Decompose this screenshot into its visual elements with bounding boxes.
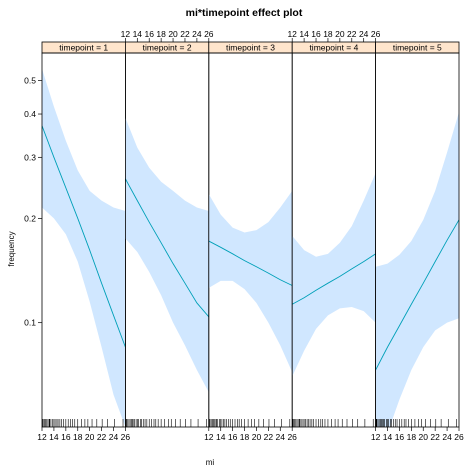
x-tick-label-top: 20 bbox=[335, 29, 345, 39]
x-tick-label-top: 14 bbox=[133, 29, 143, 39]
x-tick-label-bottom: 14 bbox=[216, 432, 226, 442]
x-tick-label-bottom: 12 bbox=[204, 432, 214, 442]
panel-5: timepoint = 5 bbox=[375, 41, 460, 428]
x-tick-label-top: 18 bbox=[156, 29, 166, 39]
x-tick-label-top: 26 bbox=[371, 29, 381, 39]
strip-label: timepoint = 4 bbox=[309, 43, 358, 53]
x-tick-label-bottom: 14 bbox=[49, 432, 59, 442]
x-tick-label-bottom: 20 bbox=[252, 432, 262, 442]
panel-2: timepoint = 2 bbox=[125, 41, 210, 428]
x-tick-label-top: 12 bbox=[287, 29, 297, 39]
fit-line bbox=[208, 240, 293, 286]
confidence-band bbox=[42, 68, 126, 427]
x-tick-label-bottom: 20 bbox=[419, 432, 429, 442]
x-tick-label-bottom: 26 bbox=[121, 432, 131, 442]
x-tick-label-bottom: 14 bbox=[383, 432, 393, 442]
x-tick-label-bottom: 22 bbox=[430, 432, 440, 442]
x-tick-label-bottom: 16 bbox=[61, 432, 71, 442]
x-tick-label-bottom: 24 bbox=[276, 432, 286, 442]
x-tick-label-top: 14 bbox=[299, 29, 309, 39]
x-tick-label-bottom: 12 bbox=[37, 432, 47, 442]
x-tick-label-top: 16 bbox=[144, 29, 154, 39]
x-tick-label-bottom: 20 bbox=[85, 432, 95, 442]
x-tick-label-bottom: 16 bbox=[228, 432, 238, 442]
x-tick-label-bottom: 26 bbox=[454, 432, 464, 442]
rug bbox=[42, 419, 124, 427]
panel-3: timepoint = 3 bbox=[208, 41, 293, 428]
x-tick-label-top: 18 bbox=[323, 29, 333, 39]
chart-title: mi*timepoint effect plot bbox=[186, 7, 303, 19]
x-tick-label-bottom: 18 bbox=[73, 432, 83, 442]
x-tick-label-top: 20 bbox=[168, 29, 178, 39]
rug bbox=[209, 419, 291, 427]
x-tick-label-top: 16 bbox=[311, 29, 321, 39]
x-tick-label-top: 22 bbox=[347, 29, 357, 39]
y-tick-label: 0.1 bbox=[24, 318, 36, 328]
x-tick-label-top: 24 bbox=[359, 29, 369, 39]
x-tick-label-top: 24 bbox=[192, 29, 202, 39]
x-tick-label-bottom: 24 bbox=[109, 432, 119, 442]
x-tick-label-top: 26 bbox=[204, 29, 214, 39]
strip-label: timepoint = 2 bbox=[143, 43, 192, 53]
x-tick-label-bottom: 16 bbox=[395, 432, 405, 442]
panels-group: timepoint = 1 timepoint = 2 timepoint = 3 t… bbox=[41, 41, 460, 428]
x-tick-label-top: 22 bbox=[180, 29, 190, 39]
y-tick-label: 0.5 bbox=[24, 75, 36, 85]
strip-label: timepoint = 5 bbox=[393, 43, 442, 53]
fit-line bbox=[292, 253, 376, 305]
strip-label: timepoint = 1 bbox=[59, 43, 108, 53]
confidence-band bbox=[125, 117, 209, 393]
panel-frame bbox=[375, 52, 460, 428]
x-tick-label-bottom: 22 bbox=[97, 432, 107, 442]
fit-line bbox=[42, 125, 126, 348]
fit-line bbox=[125, 178, 209, 318]
panel-4: timepoint = 4 bbox=[291, 41, 377, 428]
x-tick-label-bottom: 22 bbox=[264, 432, 274, 442]
confidence-band bbox=[292, 173, 376, 377]
x-tick-label-bottom: 24 bbox=[442, 432, 452, 442]
y-tick-label: 0.4 bbox=[24, 109, 36, 119]
y-tick-label: 0.2 bbox=[24, 213, 36, 223]
strip-label: timepoint = 3 bbox=[226, 43, 275, 53]
confidence-band bbox=[375, 112, 459, 427]
y-axis-label: frequency bbox=[7, 231, 16, 266]
y-tick-label: 0.3 bbox=[24, 152, 36, 162]
x-tick-label-bottom: 18 bbox=[407, 432, 417, 442]
x-tick-label-top: 12 bbox=[121, 29, 131, 39]
rug bbox=[375, 419, 457, 427]
confidence-band bbox=[208, 190, 293, 373]
fit-line bbox=[375, 219, 460, 371]
rug bbox=[292, 419, 374, 427]
x-tick-label-bottom: 12 bbox=[371, 432, 381, 442]
x-axis-label: mi bbox=[206, 458, 215, 467]
panel-1: timepoint = 1 bbox=[41, 41, 126, 428]
x-tick-label-bottom: 26 bbox=[287, 432, 297, 442]
rug bbox=[125, 419, 207, 427]
x-tick-label-bottom: 18 bbox=[240, 432, 250, 442]
